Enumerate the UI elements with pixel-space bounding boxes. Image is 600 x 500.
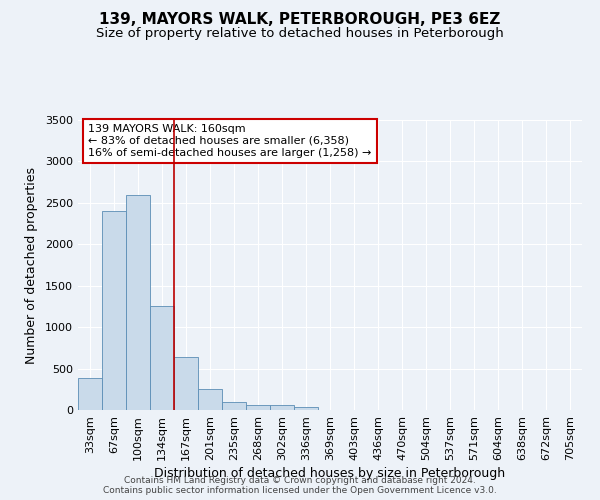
Text: 139 MAYORS WALK: 160sqm
← 83% of detached houses are smaller (6,358)
16% of semi: 139 MAYORS WALK: 160sqm ← 83% of detache… [88, 124, 371, 158]
Text: 139, MAYORS WALK, PETERBOROUGH, PE3 6EZ: 139, MAYORS WALK, PETERBOROUGH, PE3 6EZ [100, 12, 500, 28]
Bar [102, 211, 126, 410]
Bar [150, 306, 174, 410]
Bar [126, 194, 150, 410]
Text: Size of property relative to detached houses in Peterborough: Size of property relative to detached ho… [96, 28, 504, 40]
Bar [294, 406, 318, 410]
Y-axis label: Number of detached properties: Number of detached properties [25, 166, 38, 364]
X-axis label: Distribution of detached houses by size in Peterborough: Distribution of detached houses by size … [154, 467, 506, 480]
Bar [246, 404, 270, 410]
Bar [270, 406, 294, 410]
Bar [78, 378, 102, 410]
Bar [222, 402, 246, 410]
Bar [174, 357, 198, 410]
Text: Contains HM Land Registry data © Crown copyright and database right 2024.
Contai: Contains HM Land Registry data © Crown c… [103, 476, 497, 495]
Bar [198, 389, 222, 410]
